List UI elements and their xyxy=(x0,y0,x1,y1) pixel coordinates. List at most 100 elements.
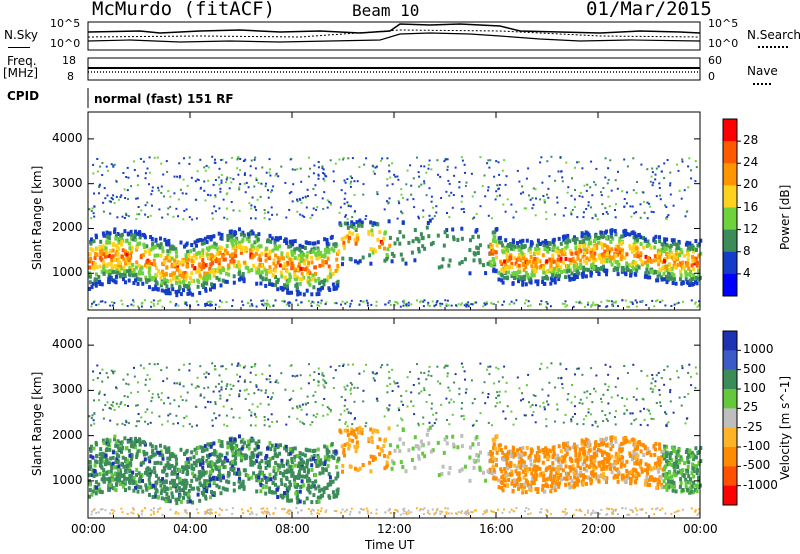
power-echo xyxy=(468,248,472,253)
power-near-range xyxy=(362,300,365,303)
power-echo xyxy=(398,241,402,246)
power-echo xyxy=(225,271,229,276)
power-echo-sparse xyxy=(127,176,130,179)
velocity-echo xyxy=(264,466,268,470)
power-echo-sparse xyxy=(272,185,275,188)
power-echo xyxy=(140,253,144,258)
power-echo xyxy=(505,265,509,270)
power-echo-sparse xyxy=(532,187,535,190)
velocity-echo xyxy=(699,459,703,464)
velocity-echo xyxy=(572,466,576,471)
velocity-echo xyxy=(472,458,476,463)
power-echo xyxy=(521,280,525,285)
velocity-echo xyxy=(667,483,671,488)
power-echo xyxy=(139,277,143,282)
power-echo xyxy=(385,257,389,262)
power-echo-sparse xyxy=(112,164,115,167)
velocity-echo xyxy=(468,478,472,483)
velocity-echo xyxy=(153,461,157,466)
power-echo-sparse xyxy=(372,165,375,168)
velocity-echo xyxy=(259,489,263,494)
power-echo xyxy=(152,258,156,263)
power-echo-sparse xyxy=(338,211,341,214)
velocity-echo xyxy=(208,452,212,457)
velocity-echo xyxy=(589,458,593,463)
power-echo xyxy=(542,270,546,275)
power-near-range xyxy=(97,303,100,306)
power-echo xyxy=(585,256,589,261)
velocity-echo xyxy=(320,487,324,492)
velocity-echo xyxy=(649,453,653,458)
velocity-echo xyxy=(524,490,528,495)
power-echo xyxy=(672,257,676,262)
velocity-echo xyxy=(522,460,526,465)
power-echo xyxy=(527,248,531,253)
power-y-tick-label-2: 3000 xyxy=(52,175,83,190)
power-echo-sparse xyxy=(207,193,209,196)
power-echo xyxy=(134,229,137,234)
power-echo xyxy=(551,239,555,244)
power-echo-sparse xyxy=(489,159,492,162)
power-echo-sparse xyxy=(249,165,252,168)
power-echo xyxy=(684,277,688,282)
power-echo xyxy=(494,268,498,273)
velocity-echo xyxy=(646,466,650,471)
velocity-echo xyxy=(247,442,251,447)
power-echo xyxy=(343,221,347,226)
power-echo xyxy=(505,255,509,260)
power-echo xyxy=(649,245,653,250)
power-echo-sparse xyxy=(504,210,507,213)
velocity-echo xyxy=(167,446,171,451)
power-echo-sparse xyxy=(151,186,154,189)
power-echo xyxy=(268,278,272,283)
power-echo xyxy=(692,282,696,286)
power-echo xyxy=(553,266,557,271)
velocity-echo xyxy=(303,453,307,458)
velocity-echo xyxy=(452,442,456,447)
power-echo xyxy=(352,222,356,227)
power-near-range xyxy=(508,303,511,306)
power-echo xyxy=(89,241,93,246)
power-near-range xyxy=(242,304,245,307)
power-echo-sparse xyxy=(254,167,257,170)
power-echo xyxy=(506,275,510,280)
velocity-echo xyxy=(169,486,173,491)
power-echo-sparse xyxy=(98,185,101,187)
power-echo-sparse xyxy=(126,166,129,169)
power-near-range xyxy=(344,302,347,305)
velocity-echo xyxy=(665,444,669,449)
power-echo-sparse xyxy=(672,204,675,207)
power-echo xyxy=(376,237,380,242)
velocity-echo xyxy=(193,473,197,478)
power-near-range xyxy=(497,300,500,303)
power-echo-sparse xyxy=(161,216,164,219)
velocity-echo xyxy=(392,461,396,466)
power-near-range xyxy=(274,299,277,302)
power-echo xyxy=(370,228,374,233)
velocity-echo xyxy=(276,487,279,492)
power-echo-sparse xyxy=(479,156,482,159)
power-near-range xyxy=(606,299,609,302)
power-echo xyxy=(623,271,627,276)
velocity-echo xyxy=(490,471,494,476)
velocity-echo xyxy=(325,486,329,490)
power-echo xyxy=(244,265,248,270)
power-echo xyxy=(186,291,190,296)
power-echo xyxy=(99,252,103,256)
power-near-range xyxy=(586,303,589,306)
power-echo-sparse xyxy=(396,217,399,220)
power-echo xyxy=(583,267,587,272)
velocity-colorbar-tick-label-4: -25 xyxy=(743,419,763,434)
power-echo xyxy=(694,239,698,243)
power-echo xyxy=(239,232,243,237)
power-echo-sparse xyxy=(347,157,350,160)
power-echo-sparse xyxy=(308,156,310,159)
power-echo xyxy=(542,266,546,271)
velocity-echo xyxy=(186,457,190,462)
velocity-echo xyxy=(135,455,139,459)
freq-tick-high: 18 xyxy=(62,54,76,67)
power-echo xyxy=(579,263,583,267)
power-echo-sparse xyxy=(486,162,489,165)
power-echo xyxy=(612,258,616,263)
velocity-echo xyxy=(630,438,634,443)
